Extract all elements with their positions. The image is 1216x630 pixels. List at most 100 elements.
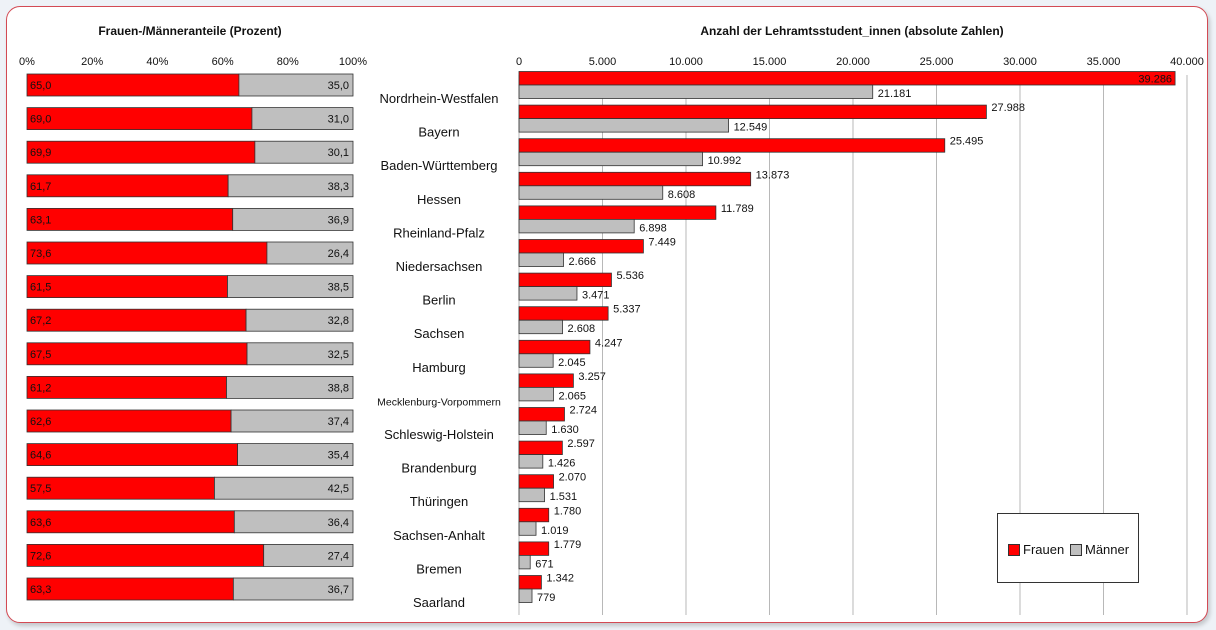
chart-frame: Frauen-/Männeranteile (Prozent) Anzahl d… bbox=[6, 6, 1208, 623]
absolute-label-frauen: 4.247 bbox=[595, 337, 623, 349]
percent-label-frauen: 64,6 bbox=[30, 450, 51, 462]
absolute-bar-frauen bbox=[518, 239, 644, 254]
percent-tick-label: 60% bbox=[212, 56, 234, 68]
absolute-label-frauen: 1.779 bbox=[554, 539, 582, 551]
state-label: Saarland bbox=[413, 595, 465, 610]
absolute-label-maenner: 21.181 bbox=[878, 88, 912, 100]
percent-tick-label: 20% bbox=[81, 56, 103, 68]
percent-axis: 0% 20% 40% 60% 80% 100% bbox=[19, 56, 367, 68]
absolute-label-frauen: 1.780 bbox=[554, 505, 582, 517]
percent-bar-maenner bbox=[245, 308, 354, 332]
absolute-bar-maenner bbox=[518, 218, 635, 234]
percent-label-maenner: 42,5 bbox=[328, 483, 349, 495]
percent-bar-frauen bbox=[26, 275, 228, 299]
absolute-axis: 0 5.000 10.000 15.000 20.000 25.000 30.000 35.0… bbox=[516, 56, 1204, 68]
absolute-label-frauen: 11.789 bbox=[721, 203, 754, 215]
percent-label-maenner: 35,4 bbox=[328, 450, 349, 462]
absolute-label-maenner: 779 bbox=[537, 592, 555, 604]
percent-bar-frauen bbox=[26, 544, 265, 567]
percent-label-maenner: 38,3 bbox=[328, 181, 349, 193]
state-label: Rheinland-Pfalz bbox=[393, 225, 485, 240]
percent-bar-maenner bbox=[226, 375, 354, 399]
absolute-label-maenner: 12.549 bbox=[734, 122, 768, 134]
absolute-tick-label: 25.000 bbox=[920, 56, 954, 68]
percent-bar-frauen bbox=[26, 73, 240, 97]
absolute-bar-maenner bbox=[518, 286, 578, 301]
absolute-bar-frauen bbox=[518, 339, 591, 355]
absolute-bar-maenner bbox=[518, 319, 563, 335]
percent-label-maenner: 35,0 bbox=[328, 80, 349, 92]
percent-bar-maenner bbox=[214, 476, 354, 500]
absolute-bar-frauen bbox=[518, 71, 1176, 86]
state-label: Bayern bbox=[418, 125, 459, 140]
percent-label-frauen: 73,6 bbox=[30, 248, 51, 260]
percent-bar-frauen bbox=[26, 241, 268, 265]
absolute-bar-frauen bbox=[518, 440, 563, 456]
state-label: Nordrhein-Westfalen bbox=[380, 91, 499, 106]
absolute-bar-maenner bbox=[518, 588, 533, 603]
percent-bar-frauen bbox=[26, 140, 256, 164]
percent-bar-frauen bbox=[26, 577, 234, 601]
percent-tick-label: 0% bbox=[19, 56, 35, 68]
state-label: Sachsen bbox=[414, 326, 465, 341]
percent-label-frauen: 61,2 bbox=[30, 382, 51, 394]
percent-bar-frauen bbox=[26, 174, 229, 198]
percent-label-maenner: 26,4 bbox=[328, 248, 349, 260]
absolute-bar-maenner bbox=[518, 521, 537, 536]
percent-label-maenner: 31,0 bbox=[328, 114, 349, 126]
absolute-label-frauen: 13.873 bbox=[756, 169, 790, 181]
percent-bars: 65,0 35,0 69,0 31,0 69,9 30,1 61,7 38,3 63,1 36,9… bbox=[26, 73, 354, 601]
absolute-bar-frauen bbox=[518, 474, 554, 489]
absolute-tick-label: 15.000 bbox=[753, 56, 787, 68]
state-label: Berlin bbox=[422, 293, 455, 308]
absolute-bar-maenner bbox=[518, 353, 554, 368]
state-label: Schleswig-Holstein bbox=[384, 427, 494, 442]
absolute-bar-frauen bbox=[518, 575, 542, 590]
absolute-label-maenner: 1.019 bbox=[541, 525, 569, 537]
legend-frauen-swatch bbox=[1008, 543, 1020, 556]
percent-label-maenner: 36,7 bbox=[328, 584, 349, 596]
absolute-label-frauen: 2.070 bbox=[559, 472, 587, 484]
percent-label-maenner: 36,4 bbox=[328, 517, 349, 529]
absolute-label-frauen: 3.257 bbox=[578, 371, 606, 383]
absolute-label-maenner: 2.065 bbox=[558, 390, 586, 402]
percent-label-frauen: 67,2 bbox=[30, 315, 51, 327]
absolute-label-frauen: 5.536 bbox=[616, 270, 644, 282]
percent-bar-maenner bbox=[237, 443, 354, 467]
percent-label-maenner: 38,8 bbox=[328, 382, 349, 394]
legend-maenner: Männer bbox=[1070, 542, 1129, 557]
percent-tick-label: 40% bbox=[146, 56, 168, 68]
percent-label-frauen: 72,6 bbox=[30, 550, 51, 562]
absolute-label-frauen: 39.286 bbox=[1138, 74, 1172, 86]
state-label: Thüringen bbox=[410, 494, 469, 509]
percent-label-frauen: 61,5 bbox=[30, 282, 51, 294]
percent-bar-maenner bbox=[232, 207, 354, 231]
state-label: Brandenburg bbox=[401, 461, 476, 476]
percent-label-maenner: 37,4 bbox=[328, 416, 349, 428]
percent-label-frauen: 57,5 bbox=[30, 483, 51, 495]
absolute-label-frauen: 1.342 bbox=[546, 573, 574, 585]
absolute-bar-frauen bbox=[518, 104, 987, 119]
absolute-bar-maenner bbox=[518, 84, 874, 99]
absolute-tick-label: 40.000 bbox=[1170, 56, 1204, 68]
absolute-bar-maenner bbox=[518, 454, 544, 469]
percent-bar-frauen bbox=[26, 207, 234, 231]
absolute-label-frauen: 25.495 bbox=[950, 136, 984, 148]
percent-label-frauen: 69,0 bbox=[30, 114, 51, 126]
percent-tick-label: 100% bbox=[339, 56, 367, 68]
percent-label-frauen: 62,6 bbox=[30, 416, 51, 428]
absolute-label-maenner: 2.045 bbox=[558, 357, 586, 369]
percent-bar-maenner bbox=[227, 275, 354, 299]
percent-label-frauen: 65,0 bbox=[30, 80, 51, 92]
absolute-tick-label: 30.000 bbox=[1003, 56, 1037, 68]
absolute-bar-frauen bbox=[518, 272, 612, 288]
absolute-bar-maenner bbox=[518, 185, 664, 200]
state-label: Bremen bbox=[416, 561, 462, 576]
state-labels: Nordrhein-Westfalen Bayern Baden-Württembe… bbox=[377, 91, 501, 610]
absolute-bar-maenner bbox=[518, 252, 564, 267]
legend-maenner-label: Männer bbox=[1085, 542, 1130, 557]
absolute-bar-maenner bbox=[518, 555, 531, 570]
absolute-label-frauen: 2.724 bbox=[569, 405, 597, 417]
percent-bar-frauen bbox=[26, 476, 215, 500]
absolute-bar-maenner bbox=[518, 420, 547, 435]
